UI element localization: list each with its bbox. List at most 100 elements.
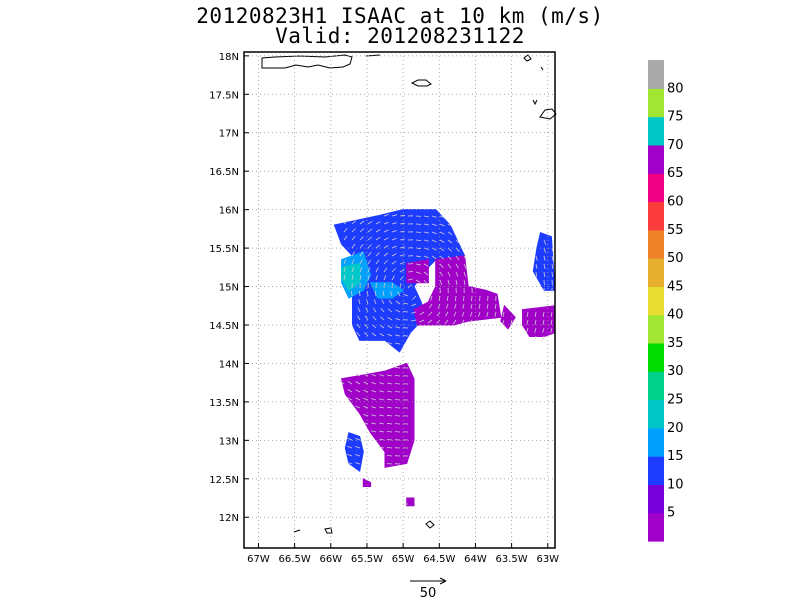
wind-barb (533, 335, 537, 341)
wind-barb (383, 237, 389, 241)
wind-barb (347, 445, 353, 449)
wind-barb (343, 275, 346, 281)
y-tick-label: 14.5N (209, 321, 239, 332)
wind-barb (402, 311, 409, 313)
wind-barb (455, 271, 459, 277)
wind-barb (543, 247, 546, 253)
wind-barb (365, 307, 369, 313)
wind-barb (403, 293, 409, 297)
wind-barbs (339, 213, 554, 505)
wind-barb (439, 263, 444, 268)
wind-barb (431, 255, 437, 260)
colorbar-swatch (648, 484, 664, 514)
wind-barb (375, 236, 381, 241)
wind-barb (382, 291, 385, 297)
wind-barb (379, 414, 385, 417)
wind-barb (394, 391, 401, 393)
wind-barb (383, 221, 389, 225)
wind-barb (444, 319, 449, 325)
wind-barb (423, 271, 429, 276)
wind-barb (447, 223, 453, 227)
wind-barb (423, 215, 429, 218)
wind-barb (355, 389, 361, 393)
wind-barb (534, 319, 537, 325)
colorbar-label: 45 (667, 279, 684, 294)
x-tick-label: 67W (247, 554, 270, 565)
wind-barb (419, 319, 425, 323)
wind-barb (386, 422, 393, 425)
wind-barb (423, 255, 429, 259)
wind-barb (371, 381, 377, 385)
y-tick-label: 15.5N (209, 244, 239, 255)
wind-barb (367, 236, 373, 241)
wind-barb (439, 255, 445, 260)
wind-barb (371, 373, 377, 377)
wind-barb (399, 230, 405, 233)
wind-barb (379, 374, 385, 377)
wind-barb (551, 271, 553, 278)
wind-barb (395, 309, 401, 313)
colorbar-label: 50 (667, 251, 684, 266)
wind-barb (351, 275, 354, 281)
wind-barb (394, 383, 401, 385)
wind-barb (387, 325, 393, 329)
colorbar-label: 65 (667, 166, 684, 181)
wind-barb (387, 308, 393, 313)
coastline-island (540, 66, 544, 71)
wind-barb (478, 303, 481, 309)
wind-barb (399, 261, 405, 265)
wind-barb (411, 311, 417, 314)
wind-barb (351, 243, 356, 249)
wind-region-0-10 (362, 477, 372, 487)
wind-barb (347, 453, 353, 457)
wind-barb (399, 276, 404, 281)
wind-barb (455, 295, 457, 302)
wind-barb (543, 239, 547, 245)
wind-barb (454, 303, 457, 309)
wind-barb (364, 324, 369, 329)
wind-barb (371, 422, 377, 425)
wind-barb (367, 267, 371, 273)
wind-barb (542, 311, 545, 317)
wind-barb (383, 229, 389, 233)
wind-barb (359, 275, 362, 281)
wind-region-25-30 (341, 262, 361, 292)
colorbar-label: 60 (667, 195, 684, 210)
wind-barb (371, 398, 377, 401)
wind-barb (423, 239, 429, 242)
wind-barb (423, 279, 428, 285)
wind-barb (411, 303, 417, 307)
wind-barb (447, 271, 451, 277)
wind-barb (551, 263, 554, 269)
wind-barb (391, 260, 397, 265)
wind-barb (551, 255, 554, 261)
wind-barb (363, 422, 369, 425)
colorbar-swatch (648, 427, 664, 457)
wind-barb (394, 399, 401, 401)
wind-barb (347, 397, 353, 401)
wind-barb (397, 291, 401, 297)
wind-barb (371, 414, 377, 417)
wind-barb (375, 267, 379, 273)
wind-barb (543, 255, 546, 261)
wind-barb (551, 247, 554, 253)
wind-barb (356, 332, 361, 337)
wind-barb (379, 406, 385, 409)
wind-barb (543, 263, 546, 269)
wind-barb (550, 319, 553, 325)
y-tick-label: 16.5N (209, 167, 239, 178)
wind-region-0-10 (406, 259, 429, 284)
coastline-island (324, 527, 333, 534)
wind-barb (399, 214, 406, 217)
wind-barb (379, 324, 385, 329)
wind-barb (439, 271, 443, 277)
wind-barb (439, 239, 445, 243)
wind-region-0-10 (500, 304, 516, 330)
colorbar-label: 75 (667, 110, 684, 125)
colorbar-label: 30 (667, 364, 684, 379)
wind-barb (347, 462, 353, 465)
wind-barb (447, 279, 450, 285)
wind-barb (375, 244, 381, 249)
wind-barb (363, 373, 369, 377)
wind-barb (395, 300, 401, 305)
